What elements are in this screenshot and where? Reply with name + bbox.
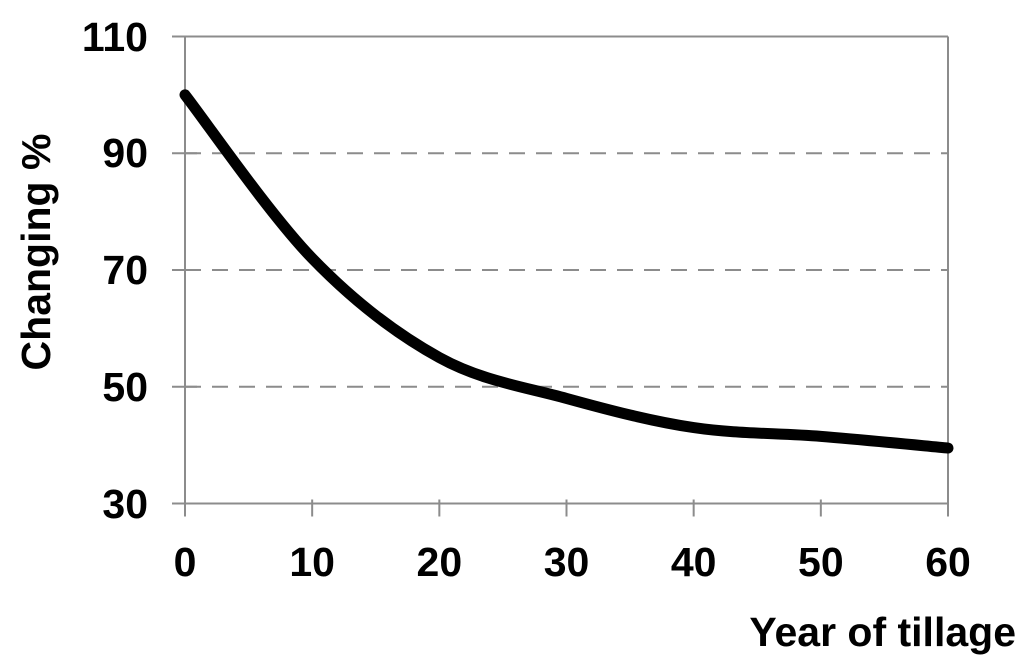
y-tick-label: 110 (81, 13, 148, 60)
y-tick-label: 30 (102, 480, 148, 527)
x-tick-label: 20 (416, 539, 463, 585)
x-tick-label: 50 (798, 539, 844, 585)
x-tick-label: 60 (925, 539, 971, 585)
y-tick-label: 50 (102, 363, 148, 410)
y-tick-label: 70 (102, 247, 148, 293)
x-axis-title: Year of tillage (749, 609, 1016, 655)
x-tick-label: 10 (289, 539, 335, 585)
series-curve (179, 89, 954, 454)
x-tick-label: 30 (543, 539, 590, 585)
x-tick-label: 0 (173, 539, 197, 585)
y-tick-label: 90 (102, 130, 148, 177)
x-tick-label: 40 (670, 539, 717, 585)
